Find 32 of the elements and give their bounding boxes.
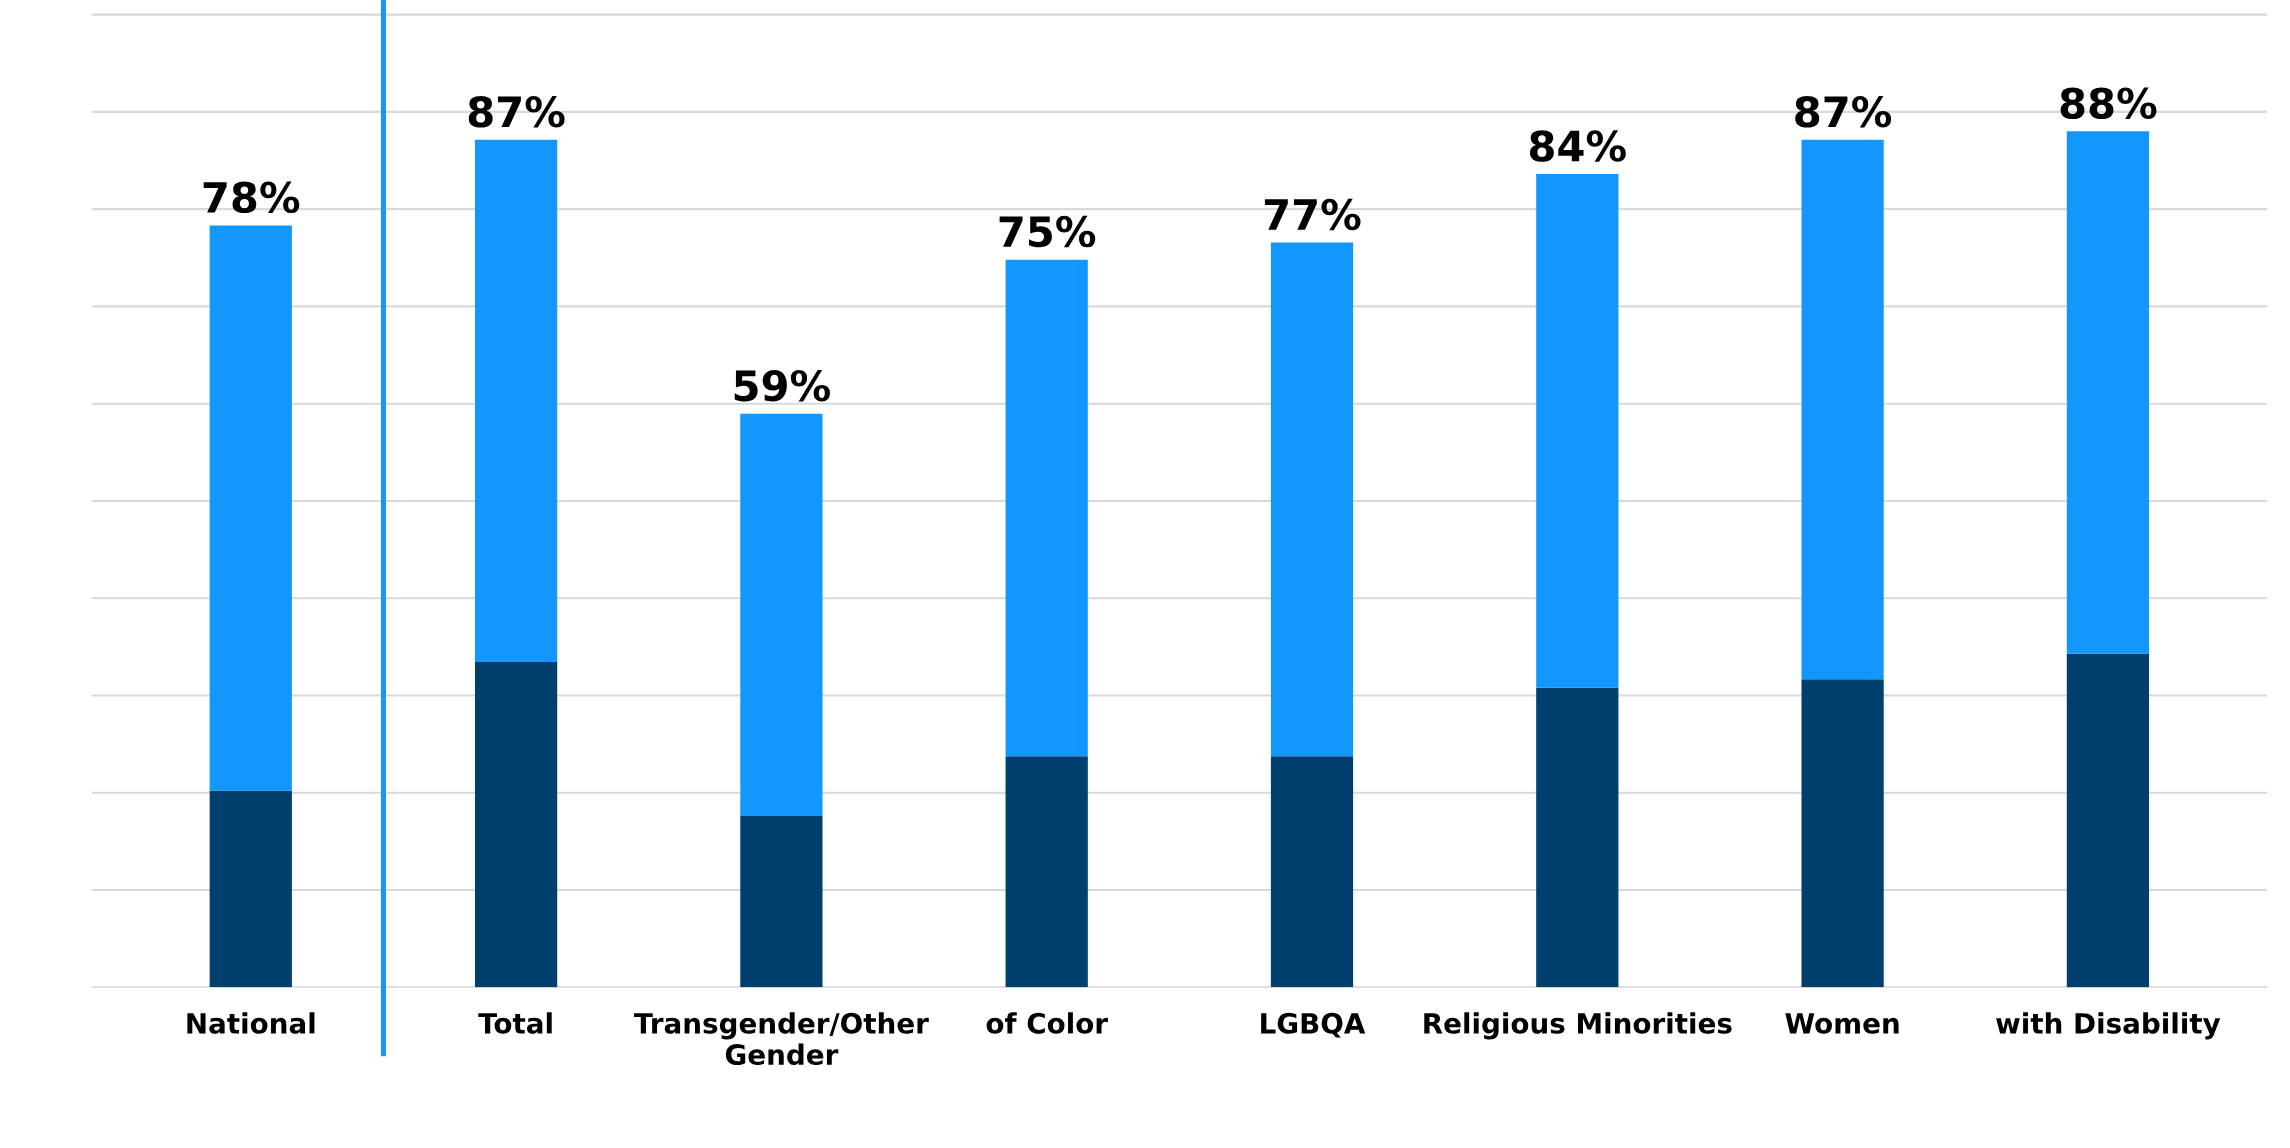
bar (1005, 756, 1088, 988)
bar (1270, 756, 1354, 988)
x-tick-label: with Disability (1996, 1012, 2221, 1040)
bar (1536, 687, 1619, 988)
bar (1536, 174, 1619, 688)
bar (740, 413, 823, 817)
bar (209, 790, 292, 988)
annotation: 84% (1529, 130, 1626, 162)
bar (1801, 679, 1884, 988)
annotation: 75% (999, 215, 1096, 248)
x-tick-label: Transgender/Other Gender (634, 1012, 929, 1066)
bar (209, 225, 292, 791)
annotation: 59% (734, 369, 830, 402)
bar (1801, 139, 1884, 680)
bar (474, 662, 558, 988)
x-tick-label: Women (1785, 1013, 1899, 1034)
annotation: 77% (1264, 198, 1361, 231)
bar (2066, 653, 2150, 988)
x-tick-label: National (187, 1012, 315, 1034)
bar (474, 139, 558, 663)
bar (1005, 259, 1088, 757)
x-tick-label: Total (478, 1012, 552, 1034)
annotation: 78% (203, 181, 300, 214)
bar (2066, 131, 2150, 654)
bar (1270, 242, 1354, 757)
annotation: 87% (1795, 96, 1892, 128)
annotation: 88% (2060, 87, 2157, 119)
x-tick-label: Religious Minorities (1424, 1012, 1732, 1040)
x-tick-label: LGBQA (1261, 1012, 1366, 1038)
annotation: 87% (468, 96, 565, 128)
bar (740, 816, 823, 988)
x-tick-label: of Color (986, 1012, 1108, 1034)
